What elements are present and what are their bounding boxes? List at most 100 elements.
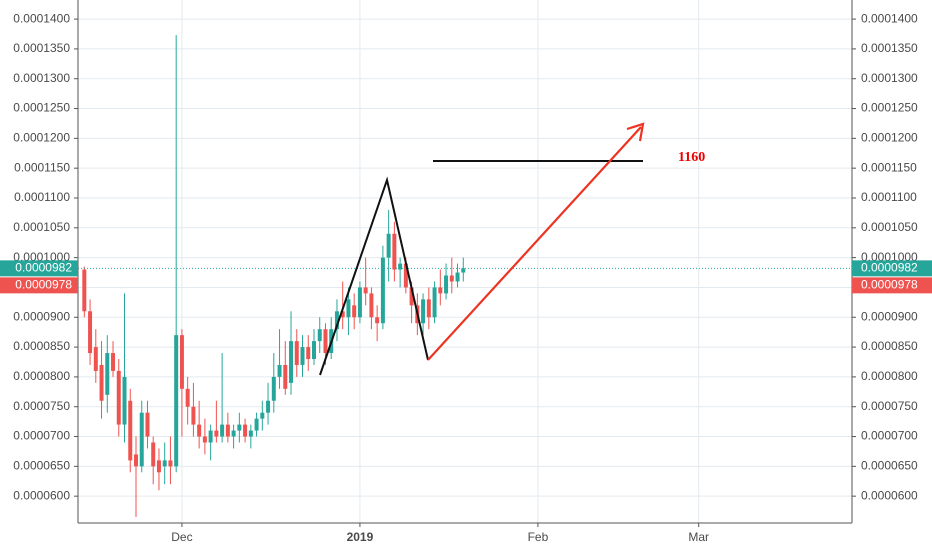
candle-body xyxy=(403,263,408,288)
candle-body xyxy=(392,233,397,270)
price-box xyxy=(0,260,78,277)
candle-body xyxy=(168,460,173,467)
y-tick-label: 0.0001150 xyxy=(861,160,917,174)
y-tick-label: 0.0000800 xyxy=(861,369,918,383)
y-tick-label: 0.0001000 xyxy=(861,250,918,264)
price-box xyxy=(852,260,932,277)
candle-body xyxy=(340,311,345,318)
candle-body xyxy=(248,430,253,437)
candle-body xyxy=(179,335,184,389)
candle-body xyxy=(398,263,403,270)
y-tick-label: 0.0000850 xyxy=(13,339,70,353)
x-tick-label: Feb xyxy=(528,530,549,544)
candle-body xyxy=(208,430,213,443)
y-tick-label: 0.0000900 xyxy=(861,309,918,323)
y-tick-label: 0.0001000 xyxy=(13,250,70,264)
candle-body xyxy=(225,424,230,437)
candle-body xyxy=(277,364,282,377)
candles xyxy=(78,35,852,518)
y-tick-label: 0.0001250 xyxy=(861,101,918,115)
candle-body xyxy=(243,424,248,437)
price-label: 0.0000978 xyxy=(861,278,918,292)
y-tick-label: 0.0001350 xyxy=(861,41,918,55)
y-tick-label: 0.0000750 xyxy=(861,399,918,413)
candle-body xyxy=(289,341,294,383)
candle-body xyxy=(82,269,87,312)
y-tick-label: 0.0001200 xyxy=(861,131,918,145)
candle-body xyxy=(202,436,207,443)
candle-body xyxy=(214,430,219,437)
candle-body xyxy=(237,424,242,431)
arrow-line xyxy=(427,126,642,361)
candle-body xyxy=(426,299,431,318)
candle-body xyxy=(352,305,357,318)
y-tick-label: 0.0001350 xyxy=(13,41,70,55)
candle-body xyxy=(357,287,362,318)
y-tick-label: 0.0001200 xyxy=(13,131,70,145)
drawings: 1160 xyxy=(319,122,705,376)
y-tick-label: 0.0000900 xyxy=(13,309,70,323)
candle-body xyxy=(254,418,259,431)
candle-body xyxy=(156,460,161,473)
y-tick-label: 0.0000650 xyxy=(861,459,918,473)
price-box xyxy=(0,277,78,294)
candle-body xyxy=(93,347,98,371)
y-tick-label: 0.0001050 xyxy=(13,220,70,234)
candle-body xyxy=(231,430,236,437)
candle-body xyxy=(369,293,374,318)
candle-body xyxy=(260,412,265,419)
y-tick-label: 0.0000700 xyxy=(13,429,70,443)
candle-body xyxy=(283,364,288,389)
candle-body xyxy=(145,412,150,437)
y-tick-label: 0.0001150 xyxy=(14,160,70,174)
price-label: 0.0000982 xyxy=(15,261,72,275)
candle-body xyxy=(346,299,351,318)
arrow-head xyxy=(626,122,645,142)
candle-body xyxy=(432,287,437,318)
price-label: 0.0000982 xyxy=(861,261,918,275)
y-tick-label: 0.0001100 xyxy=(14,190,70,204)
candle-body xyxy=(455,272,460,282)
y-tick-label: 0.0001400 xyxy=(861,11,918,25)
x-tick-label: Dec xyxy=(171,530,192,544)
candle-body xyxy=(421,299,426,324)
candle-body xyxy=(266,400,271,413)
candle-body xyxy=(133,454,138,467)
y-tick-label: 0.0000800 xyxy=(13,369,70,383)
candle-body xyxy=(174,335,179,467)
price-label: 0.0000978 xyxy=(15,278,72,292)
candle-body xyxy=(111,353,116,371)
candle-body xyxy=(99,364,104,401)
candle-body xyxy=(88,311,93,354)
candle-body xyxy=(363,287,368,294)
candle-body xyxy=(151,442,156,467)
candle-body xyxy=(317,329,322,342)
labels: 0.0001400 0.0001400 0.0001350 0.0001350 0.00… xyxy=(0,11,932,544)
candle-body xyxy=(409,287,414,306)
y-tick-label: 0.0001300 xyxy=(861,71,918,85)
candle-body xyxy=(375,317,380,324)
price-box xyxy=(852,277,932,294)
candle-body xyxy=(294,341,299,365)
pattern-line xyxy=(319,176,429,376)
candle-body xyxy=(438,287,443,294)
candle-body xyxy=(139,412,144,467)
candle-body xyxy=(386,233,391,258)
candle-body xyxy=(105,353,110,395)
candle-body xyxy=(334,311,339,330)
candle-body xyxy=(220,424,225,437)
candle-body xyxy=(191,406,196,425)
candle-body xyxy=(185,388,190,407)
y-tick-label: 0.0000600 xyxy=(861,488,918,502)
y-tick-label: 0.0000700 xyxy=(861,429,918,443)
candle-body xyxy=(116,370,121,425)
candle-body xyxy=(300,347,305,365)
candle-body xyxy=(311,341,316,360)
candle-body xyxy=(197,424,202,437)
candle-body xyxy=(162,460,167,467)
candle-body xyxy=(122,376,127,425)
candle-body xyxy=(128,400,133,461)
y-tick-label: 0.0001100 xyxy=(861,190,917,204)
candle-body xyxy=(444,275,449,294)
